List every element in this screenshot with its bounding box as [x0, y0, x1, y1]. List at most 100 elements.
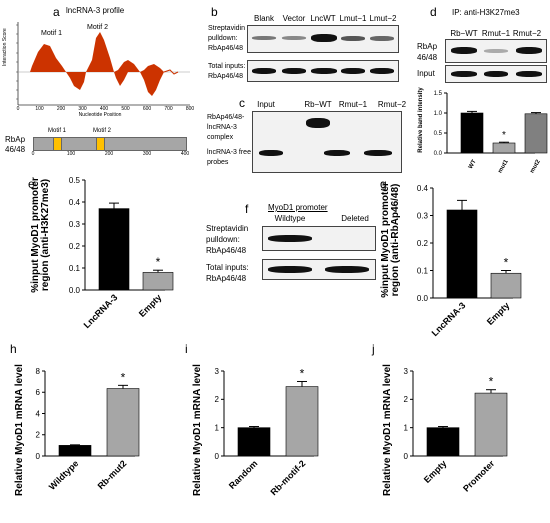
d-ytick-label-0: 0.0 — [434, 151, 443, 157]
profile-xtick-7: 700 — [164, 106, 173, 112]
d-ytick-label-3: 1.5 — [434, 91, 443, 97]
schematic-motif1-label: Motif 1 — [48, 128, 67, 134]
h-category-0: Wildtype — [47, 458, 81, 492]
panel-d-row1-line2: 46/48 — [417, 53, 438, 62]
panel-f-row1-line2: pulldown: — [206, 235, 240, 244]
panel-f-row2-line2: RbAp46/48 — [206, 274, 247, 283]
interaction-profile-plot — [16, 22, 190, 106]
panel-e-label: e — [28, 177, 35, 191]
panel-b-pulldown-blot — [247, 25, 399, 53]
free-probe-line2: probes — [207, 159, 229, 166]
e-ytick-label-4: 0.4 — [69, 198, 81, 207]
profile-xtick-5: 500 — [121, 106, 130, 112]
panel-f-row1-line3: RbAp46/48 — [206, 246, 247, 255]
i-ytick-label-1: 1 — [215, 423, 220, 432]
g-ytick-label-4: 0.4 — [417, 184, 429, 193]
profile-xtick-8: 800 — [185, 106, 195, 112]
g-ytick-label-1: 0.1 — [417, 266, 429, 275]
i-ytick-label-0: 0 — [215, 452, 220, 461]
panel-b-lane-4: Lmut−2 — [369, 14, 397, 23]
profile-tail — [163, 69, 179, 75]
panel-h-label: h — [10, 342, 17, 356]
e-ytick-label-2: 0.2 — [69, 242, 81, 251]
profile-negative-area — [66, 72, 164, 96]
panel-f-pulldown-blot — [262, 226, 376, 251]
schematic-tick-3: 300 — [142, 151, 152, 157]
d-bar-0 — [460, 112, 484, 154]
panel-d-input-blot — [445, 65, 547, 83]
profile-xtick-3: 300 — [78, 106, 87, 112]
panel-b-row1-label: Streptavidin pulldown: RbAp46/48 — [208, 24, 245, 54]
i-bar-0 — [237, 427, 271, 457]
e-ytick-label-3: 0.3 — [69, 220, 81, 229]
panel-c-lane-0: Input — [257, 100, 275, 109]
profile-xlabel: Nucleotide Position — [78, 112, 122, 118]
panel-d-label: d — [430, 5, 437, 19]
g-significance-star: * — [504, 256, 509, 270]
motif2-box — [96, 137, 105, 151]
panel-b-lane-3: Lmut−1 — [339, 14, 367, 23]
schematic-motif2-label: Motif 2 — [93, 128, 112, 134]
schematic-tick-4: 400 — [180, 151, 190, 157]
e-category-0: LncRNA-3 — [82, 292, 120, 330]
g-ylabel-line1: %input MyoD1 promoter — [380, 182, 391, 298]
i-category-1: Rb-motif-2 — [269, 458, 308, 497]
e-bar-1 — [142, 272, 174, 291]
d-bar-1 — [492, 142, 516, 154]
d-bar-2 — [524, 113, 548, 154]
schematic-protein-label-2: 46/48 — [5, 145, 26, 154]
j-category-0: Empty — [422, 458, 449, 485]
free-probe-line1: lncRNA-3 free — [207, 149, 251, 156]
profile-xtick-2: 200 — [56, 106, 66, 112]
panel-f-lane-0: Wildtype — [274, 214, 306, 223]
i-category-0: Random — [227, 458, 260, 491]
panel-f-lane-1: Deleted — [341, 214, 369, 223]
panel-d-title: IP: anti-H3K27me3 — [452, 8, 520, 17]
d-ytick-label-2: 1.0 — [434, 111, 443, 117]
e-significance-star: * — [156, 255, 161, 269]
h-ylabel: Relative MyoD1 mRNA level — [14, 364, 25, 496]
panel-f-row1-label: Streptavidin pulldown: RbAp46/48 — [206, 223, 248, 256]
panel-c-complex-label: RbAp46/48- lncRNA-3 complex — [207, 113, 244, 143]
i-significance-star: * — [300, 366, 305, 380]
j-category-1: Promoter — [461, 458, 497, 494]
j-ytick-label-0: 0 — [404, 452, 409, 461]
panel-c-lane-3: Rmut−2 — [377, 100, 407, 109]
g-bar-0 — [446, 209, 478, 299]
motif1-label: Motif 1 — [41, 30, 63, 37]
complex-label-line1: RbAp46/48- — [207, 114, 245, 121]
h-bar-1 — [106, 388, 140, 457]
e-ylabel-line1: %input MyoD1 promoter — [30, 177, 41, 293]
panel-b-row1-line3: RbAp46/48 — [208, 45, 244, 52]
profile-xtick-6: 600 — [142, 106, 152, 112]
panel-f-row1-line1: Streptavidin — [206, 224, 249, 233]
d-category-0: WT — [468, 159, 478, 170]
panel-c-emsa-gel — [252, 111, 402, 173]
panel-b-row1-line1: Streptavidin — [208, 25, 245, 32]
e-ytick-label-1: 0.1 — [69, 264, 81, 273]
d-category-2: mut2 — [529, 158, 542, 174]
panel-i-label: i — [185, 342, 188, 356]
panel-b-lane-0: Blank — [253, 14, 275, 23]
profile-xtick-1: 100 — [35, 106, 44, 112]
schematic-tick-2: 200 — [104, 151, 114, 157]
profile-xtick-0: 0 — [16, 106, 20, 112]
j-ylabel: Relative MyoD1 mRNA level — [382, 364, 393, 496]
g-ytick-label-2: 0.2 — [417, 239, 429, 248]
panel-f-header: MyoD1 promoter — [268, 203, 328, 212]
panel-b-row2-label: Total inputs: RbAp46/48 — [208, 62, 245, 82]
g-category-0: LncRNA-3 — [430, 300, 468, 338]
panel-b-label: b — [211, 5, 218, 19]
panel-c-free-label: lncRNA-3 free probes — [207, 148, 251, 168]
panel-b-input-blot — [247, 60, 399, 82]
h-ytick-label-2: 4 — [36, 409, 41, 418]
i-ytick-label-3: 3 — [215, 367, 220, 376]
panel-g-label: g — [380, 177, 387, 191]
panel-a-label: a — [53, 5, 60, 19]
panel-d-row1-line1: RbAp — [417, 42, 438, 51]
i-ytick-label-2: 2 — [215, 395, 220, 404]
e-bar-0 — [98, 208, 130, 291]
motif1-box — [53, 137, 62, 151]
panel-b-row1-line2: pulldown: — [208, 35, 238, 42]
